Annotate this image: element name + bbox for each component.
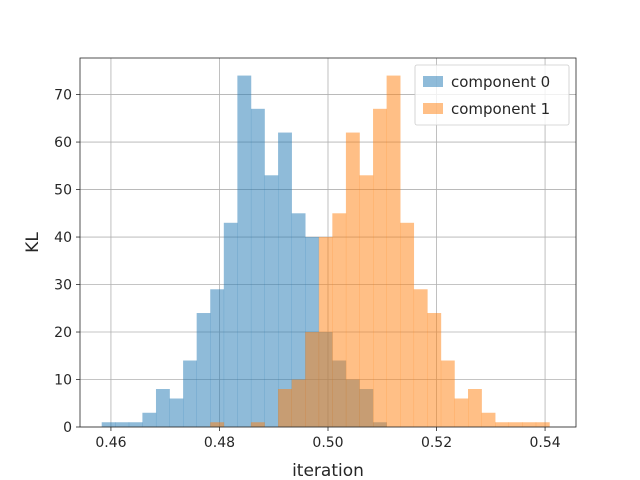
histogram-bar	[332, 213, 347, 427]
histogram-bar	[468, 389, 482, 427]
x-tick-label: 0.46	[95, 435, 126, 451]
x-tick-label: 0.48	[204, 435, 235, 451]
histogram-bar	[373, 108, 387, 428]
histogram-bar	[454, 398, 469, 427]
histogram-bar	[128, 422, 143, 427]
y-tick-label: 30	[54, 278, 72, 294]
y-tick-label: 20	[54, 325, 72, 341]
legend-label: component 0	[451, 73, 550, 91]
y-tick-label: 40	[54, 230, 72, 246]
series-1-bars	[210, 75, 550, 428]
y-tick-label: 50	[54, 183, 72, 199]
histogram-bar	[115, 422, 130, 427]
histogram-bar	[210, 289, 225, 427]
y-tick-label: 60	[54, 135, 72, 151]
histogram-bar	[413, 289, 428, 427]
legend-box	[414, 64, 570, 126]
y-tick-label: 10	[54, 373, 72, 389]
histogram-bar	[291, 213, 306, 427]
histogram-bar	[386, 75, 401, 428]
histogram-bar	[535, 422, 550, 427]
x-axis-title: iteration	[292, 461, 364, 480]
histogram-bar	[101, 422, 116, 427]
histogram-bar	[210, 422, 225, 427]
legend-swatch	[423, 103, 443, 114]
histogram-bar	[495, 422, 510, 427]
y-axis-ticks: 0 10 20 30 40 50 60 70	[54, 88, 80, 436]
legend-swatch	[423, 76, 443, 87]
y-tick-label: 70	[54, 88, 72, 104]
histogram-bar	[237, 75, 252, 428]
histogram-bar	[155, 389, 170, 427]
histogram-bar	[223, 222, 238, 427]
histogram-bar	[142, 412, 157, 427]
x-axis-ticks: 0.46 0.48 0.50 0.52 0.54	[95, 427, 561, 451]
histogram-bar	[359, 175, 374, 427]
histogram-bar	[291, 379, 306, 427]
x-tick-label: 0.54	[529, 435, 560, 451]
histogram-bar	[278, 132, 292, 427]
histogram-bar	[440, 360, 455, 427]
y-tick-label: 0	[63, 420, 72, 436]
histogram-bar	[264, 175, 279, 427]
histogram-bar	[400, 222, 415, 427]
histogram-bar	[345, 132, 360, 427]
histogram-bar	[522, 422, 537, 427]
legend-label: component 1	[451, 100, 550, 118]
histogram-bar	[481, 412, 496, 427]
histogram-bar	[196, 313, 211, 427]
x-tick-label: 0.50	[312, 435, 343, 451]
bars	[101, 75, 550, 428]
histogram-bar	[427, 313, 442, 427]
histogram-bar	[250, 422, 265, 427]
histogram-bar	[169, 398, 184, 427]
histogram-bar	[305, 332, 320, 427]
histogram-bar	[318, 237, 333, 427]
histogram-bar	[183, 360, 197, 427]
x-tick-label: 0.52	[421, 435, 452, 451]
histogram-bar	[250, 108, 265, 428]
y-axis-title: KL	[23, 232, 43, 253]
legend: component 0 component 1	[414, 64, 570, 126]
histogram-bar	[508, 422, 523, 427]
histogram-bar	[278, 389, 292, 427]
